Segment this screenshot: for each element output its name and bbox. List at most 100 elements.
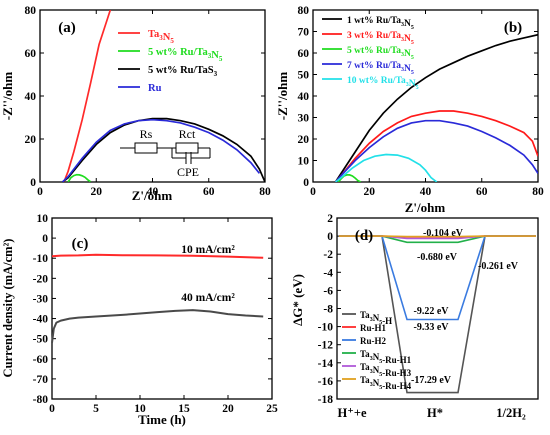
- panel-d-legend-label: Ru-H1: [360, 323, 387, 333]
- circuit-resistor-rs: [134, 142, 158, 154]
- panel-a-series-line: [67, 173, 92, 182]
- panel-d-ytick-label: -18: [318, 394, 334, 406]
- panel-a-ytick-label: 60: [25, 48, 37, 60]
- panel-b-ytick-label: 0: [303, 177, 309, 189]
- panel-b-legend-label: 3 wt% Ru/Ta3N5: [347, 31, 414, 46]
- panel-b-ytick-label: 70: [298, 27, 310, 39]
- panel-b-legend-label: 1 wt% Ru/Ta3N5: [347, 16, 414, 31]
- panel-d-category-label: H⁺+e: [338, 406, 367, 420]
- panel-c-series-line: [51, 253, 264, 259]
- panel-d-label: (d): [355, 228, 373, 244]
- panel-b-xtick-label: 80: [532, 186, 544, 198]
- panel-c-series-label: 10 mA/cm²: [181, 244, 235, 256]
- circuit-label-cpe: CPE: [177, 165, 199, 179]
- panel-b-series-line: [334, 119, 538, 182]
- panel-c-plot-frame: [51, 217, 273, 400]
- panel-c-ytick-label: -70: [33, 374, 49, 386]
- panel-b-ytick-label: 20: [298, 134, 310, 146]
- panel-d-ytick-label: -8: [323, 304, 333, 316]
- panel-a-legend-label: 5 wt% Ru/TaS3: [148, 65, 218, 78]
- panel-d-energy-label: -9.33 eV: [414, 322, 450, 333]
- panel-b-ytick-label: 50: [298, 70, 310, 82]
- panel-c-series-line: [51, 309, 264, 343]
- panel-c-xtick-label: 0: [49, 403, 55, 415]
- panel-c-ytick-label: 0: [42, 233, 48, 245]
- panel-d-ytick-label: -2: [323, 249, 333, 261]
- panel-c-ylabel: Current density (mA/cm²): [1, 239, 15, 378]
- panel-d-ytick-label: -10: [318, 322, 334, 334]
- panel-a-xtick-label: 80: [259, 186, 271, 198]
- panel-c-xtick-label: 15: [178, 403, 190, 415]
- panel-a-xtick-label: 20: [91, 186, 103, 198]
- circuit-label-rct: Rct: [179, 127, 196, 141]
- panel-b-series-group: [334, 33, 538, 182]
- panel-c-ytick-label: -60: [33, 354, 49, 366]
- panel-b-series-line: [334, 153, 438, 182]
- panel-a-legend-label: 5 wt% Ru/Ta3N5: [148, 47, 223, 63]
- panel-d-ytick-label: -12: [318, 340, 334, 352]
- panel-d-legend-label: Ta3N5-H: [360, 310, 392, 326]
- panel-b-xlabel: Z'/ohm: [405, 200, 446, 215]
- panel-c-ytick-label: -30: [33, 293, 49, 305]
- panel-c-ytick-label: -50: [33, 334, 49, 346]
- panel-b-ytick-label: 40: [298, 91, 310, 103]
- panel-a-series-line: [61, 118, 261, 182]
- panel-a-ytick-label: 40: [25, 91, 37, 103]
- panel-b-legend-label: 5 wt% Ru/Ta3N5: [347, 46, 414, 61]
- panel-a-legend-label: Ta3N5: [148, 29, 174, 45]
- panel-a-xtick-label: 40: [147, 186, 159, 198]
- panel-b-ytick-label: 10: [298, 156, 310, 168]
- panel-d-series-line: [339, 235, 536, 238]
- panel-b-ylabel: -Z''/ohm: [275, 72, 290, 121]
- panel-d-category-label: 1/2H₂: [496, 406, 526, 420]
- panel-d-ylabel: ΔG* (eV): [290, 274, 305, 326]
- panel-b-legend-label: 10 wt% Ru/Ta3N5: [347, 76, 419, 91]
- panel-d-legend-label: Ru-H2: [360, 336, 387, 346]
- panel-d-legend-label: Ta3N5-Ru-H3: [360, 362, 412, 378]
- panel-d-ytick-label: -4: [323, 267, 333, 279]
- panel-d-legend-label: Ta3N5-Ru-H4: [360, 375, 412, 391]
- panel-a-series-line: [63, 10, 112, 182]
- panel-a-ylabel: -Z''/ohm: [0, 72, 15, 121]
- panel-d-ytick-label: -14: [318, 358, 334, 370]
- panel-c-xtick-label: 10: [134, 403, 146, 415]
- panel-d-ytick-label: 2: [327, 213, 333, 225]
- panel-a-ytick-label: 0: [30, 177, 36, 189]
- panel-b-xtick-label: 0: [310, 186, 316, 198]
- panel-a-xlabel: Z'/ohm: [132, 188, 173, 203]
- panel-c-xtick-label: 25: [266, 403, 278, 415]
- panel-b-series-line: [334, 33, 538, 182]
- circuit-diagram: [120, 142, 211, 164]
- panel-b-label: (b): [504, 20, 522, 36]
- panel-c-ytick-label: 10: [37, 213, 49, 225]
- panel-c-xtick-label: 5: [93, 403, 99, 415]
- panel-a-legend-label: Ru: [148, 83, 162, 94]
- panel-b-ytick-label: 80: [298, 5, 310, 17]
- panel-c-ytick-label: -80: [33, 394, 49, 406]
- panel-a-xtick-label: 0: [37, 186, 43, 198]
- panel-c-xlabel: Time (h): [138, 412, 186, 427]
- panel-b-xtick-label: 60: [476, 186, 488, 198]
- panel-c-ytick-label: -10: [33, 253, 49, 265]
- panel-d-energy-label: -17.29 eV: [411, 375, 452, 386]
- panel-a-series-group: [61, 10, 265, 182]
- panel-a-series-line: [61, 117, 265, 182]
- panel-b-ytick-label: 60: [298, 48, 310, 60]
- panel-c-series-label: 40 mA/cm²: [181, 292, 235, 304]
- circuit-resistor-rct: [175, 142, 199, 154]
- panel-b-legend-label: 7 wt% Ru/Ta3N5: [347, 61, 414, 76]
- panel-d-energy-label: -0.104 eV: [423, 228, 464, 239]
- panel-d-ytick-label: -6: [323, 285, 333, 297]
- panel-b-ytick-label: 30: [298, 113, 310, 125]
- panel-a-xtick-label: 60: [203, 186, 215, 198]
- panel-d-legend-label: Ta3N5-Ru-H1: [360, 349, 412, 365]
- panel-d-ytick-label: -16: [318, 376, 334, 388]
- panel-a-ytick-label: 20: [25, 134, 37, 146]
- panel-d-energy-label: -0.680 eV: [417, 252, 458, 263]
- panel-d-energy-label: -9.22 eV: [414, 306, 450, 317]
- panel-a-ytick-label: 80: [25, 5, 37, 17]
- panel-c-xtick-label: 20: [222, 403, 234, 415]
- panel-c-label: (c): [72, 236, 89, 252]
- panel-d-energy-label: -0.261 eV: [478, 261, 519, 272]
